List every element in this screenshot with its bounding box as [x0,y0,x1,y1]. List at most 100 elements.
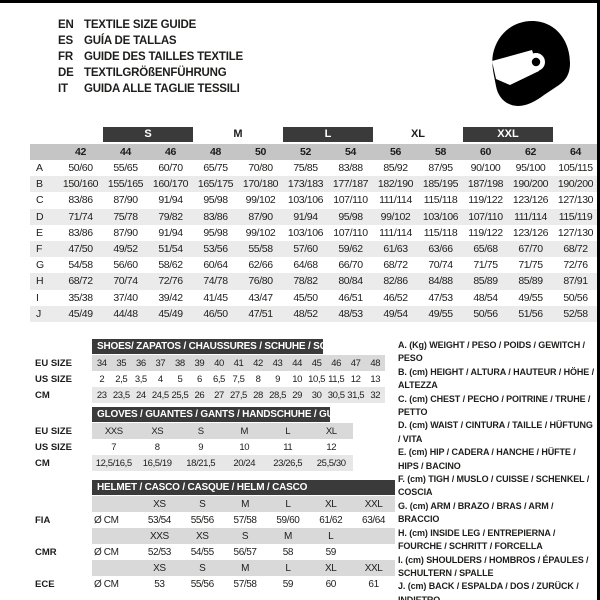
value-cell: 123/126 [512,226,549,239]
eu-size-cell: M [240,425,248,437]
language-row: EN TEXTILE SIZE GUIDE [58,17,243,33]
column-header: 46 [165,146,176,158]
value-cell: 45/49 [158,307,183,320]
value-cell: 43/47 [248,291,273,304]
helmet-size-cells: XXS XS S M L [92,528,395,544]
value-cell: 87/91 [563,275,588,288]
helmet-size-row: XXS XS S M L [30,528,395,544]
us-size-cell: 3,5 [134,373,147,385]
us-size-cell: 2 [99,373,105,385]
legend-item: C. (cm) CHEST / PECHO / POITRINE / TRUHE… [398,393,591,418]
us-size-cell: 6 [196,373,202,385]
value-cell: 53/56 [203,243,228,256]
value-cell: 182/190 [377,178,414,191]
value-cell: 76/80 [248,275,273,288]
value-cell: 56/60 [113,259,138,272]
value-cell: 173/183 [287,178,324,191]
table-row: E 83/86 87/90 91/94 95/98 99/102 103/106 107/11… [30,225,597,241]
cm-size-cell: 23,5 [112,389,130,401]
cm-size-cell: 30,5 [327,389,345,401]
value-cell: 155/165 [107,178,144,191]
us-size-cell: 6,5 [212,373,225,385]
helmet-value-cell: 55/56 [190,514,214,526]
cm-size-cell: 30 [311,389,322,401]
legend-item: A. (Kg) WEIGHT / PESO / POIDS / GEWITCH … [398,340,585,364]
value-cell: 68/72 [563,243,588,256]
eu-size-cell: 44 [292,357,302,369]
cm-cells: 12,5/16,5 16,5/19 18/21,5 20/24 23/26,5 25,5/… [92,455,353,471]
shoes-table: SHOES/ ZAPATOS / CHAUSSURES / SCHUHE / S… [30,339,385,403]
row-label: H [36,275,44,288]
us-size-cell: 9 [198,441,204,453]
value-cell: 59/62 [338,243,363,256]
row-label: CM [35,389,50,401]
cm-size-cell: 24 [135,389,146,401]
language-code: FR [58,51,73,63]
table-row: G 54/58 56/60 58/62 60/64 62/66 64/68 66/70 68/7… [30,257,597,273]
us-size-cell: 7 [111,441,117,453]
value-cell: 160/170 [152,178,189,191]
eu-cells: 34 35 36 37 38 39 40 41 42 43 44 45 46 47 48 [92,355,385,371]
helmet-value-row: CMR Ø CM 52/53 54/55 56/57 58 59 [30,544,395,560]
value-cell: 83/88 [338,162,363,175]
cm-size-cell: 25,5 [171,389,189,401]
value-cell: 87/90 [113,226,138,239]
column-header: 54 [345,146,356,158]
textile-rows: A 50/60 55/65 60/70 65/75 70/80 75/85 83/88 85/9… [30,160,597,322]
cm-size-cell: 27 [214,389,224,401]
value-cell: 103/106 [287,226,324,239]
helmet-size-cell: L [328,530,334,542]
value-cell: 46/51 [338,291,363,304]
us-size-cell: 8 [154,441,160,453]
value-cell: 103/106 [422,210,459,223]
helmet-value-cell: 53 [154,578,165,590]
cm-size-cell: 18/21,5 [186,457,216,469]
value-cell: 44/48 [113,307,138,320]
size-band-row: S M L XL XXL [30,127,597,144]
value-cell: 115/118 [423,226,458,239]
eu-size-cell: 46 [331,357,342,369]
value-cell: 45/50 [293,291,318,304]
eu-size-cell: 45 [311,357,322,369]
helmet-size-cell: L [285,498,291,510]
value-cell: 49/55 [428,307,453,320]
eu-size-cell: 34 [96,357,107,369]
value-cell: 83/86 [68,226,93,239]
table-row: I 35/38 37/40 39/42 41/45 43/47 45/50 46/51 46/5… [30,290,597,306]
value-cell: 46/52 [383,291,408,304]
row-label: C [36,194,44,207]
row-label: CM [35,457,50,469]
value-cell: 95/98 [338,210,363,223]
us-size-cell: 13 [370,373,381,385]
value-cell: 119/122 [468,226,503,239]
helmet-value-cell: 59/60 [276,514,300,526]
value-cell: 68/72 [68,275,93,288]
us-size-cell: 10 [292,373,302,385]
size-band-xl: XL [410,128,426,140]
helmet-value-cell: 63/64 [362,514,386,526]
us-size-cell: 10 [239,441,250,453]
row-label: B [36,178,44,191]
value-cell: 123/126 [512,194,549,207]
language-code: EN [58,19,74,31]
helmet-value-cells: Ø CM 52/53 54/55 56/57 58 59 [92,544,395,560]
value-cell: 47/51 [248,307,273,320]
value-cell: 127/130 [557,194,594,207]
helmet-size-cell: XS [195,530,209,542]
helmet-value-cells: Ø CM 53/54 55/56 57/58 59/60 61/62 63/64 [92,512,395,528]
value-cell: 78/82 [293,275,318,288]
language-code: ES [58,35,73,47]
value-cell: 82/86 [383,275,408,288]
value-cell: 50/56 [563,291,588,304]
value-cell: 41/45 [203,291,228,304]
cm-size-cell: 23 [96,389,107,401]
helmet-size-row: XS S M L XL XXL [30,560,395,576]
helmet-value-cell: 57/58 [233,578,257,590]
value-cell: 127/130 [557,226,594,239]
standard-label: ECE [35,578,55,590]
diameter-unit-label: Ø CM [94,546,119,558]
helmet-size-cell: M [241,562,250,574]
textile-size-table: S M L XL XXL 42 44 46 48 50 52 54 56 58 60 62 64 A 50/60… [30,127,597,322]
eu-size-cell: 38 [175,357,185,369]
us-size-cell: 9 [275,373,280,385]
